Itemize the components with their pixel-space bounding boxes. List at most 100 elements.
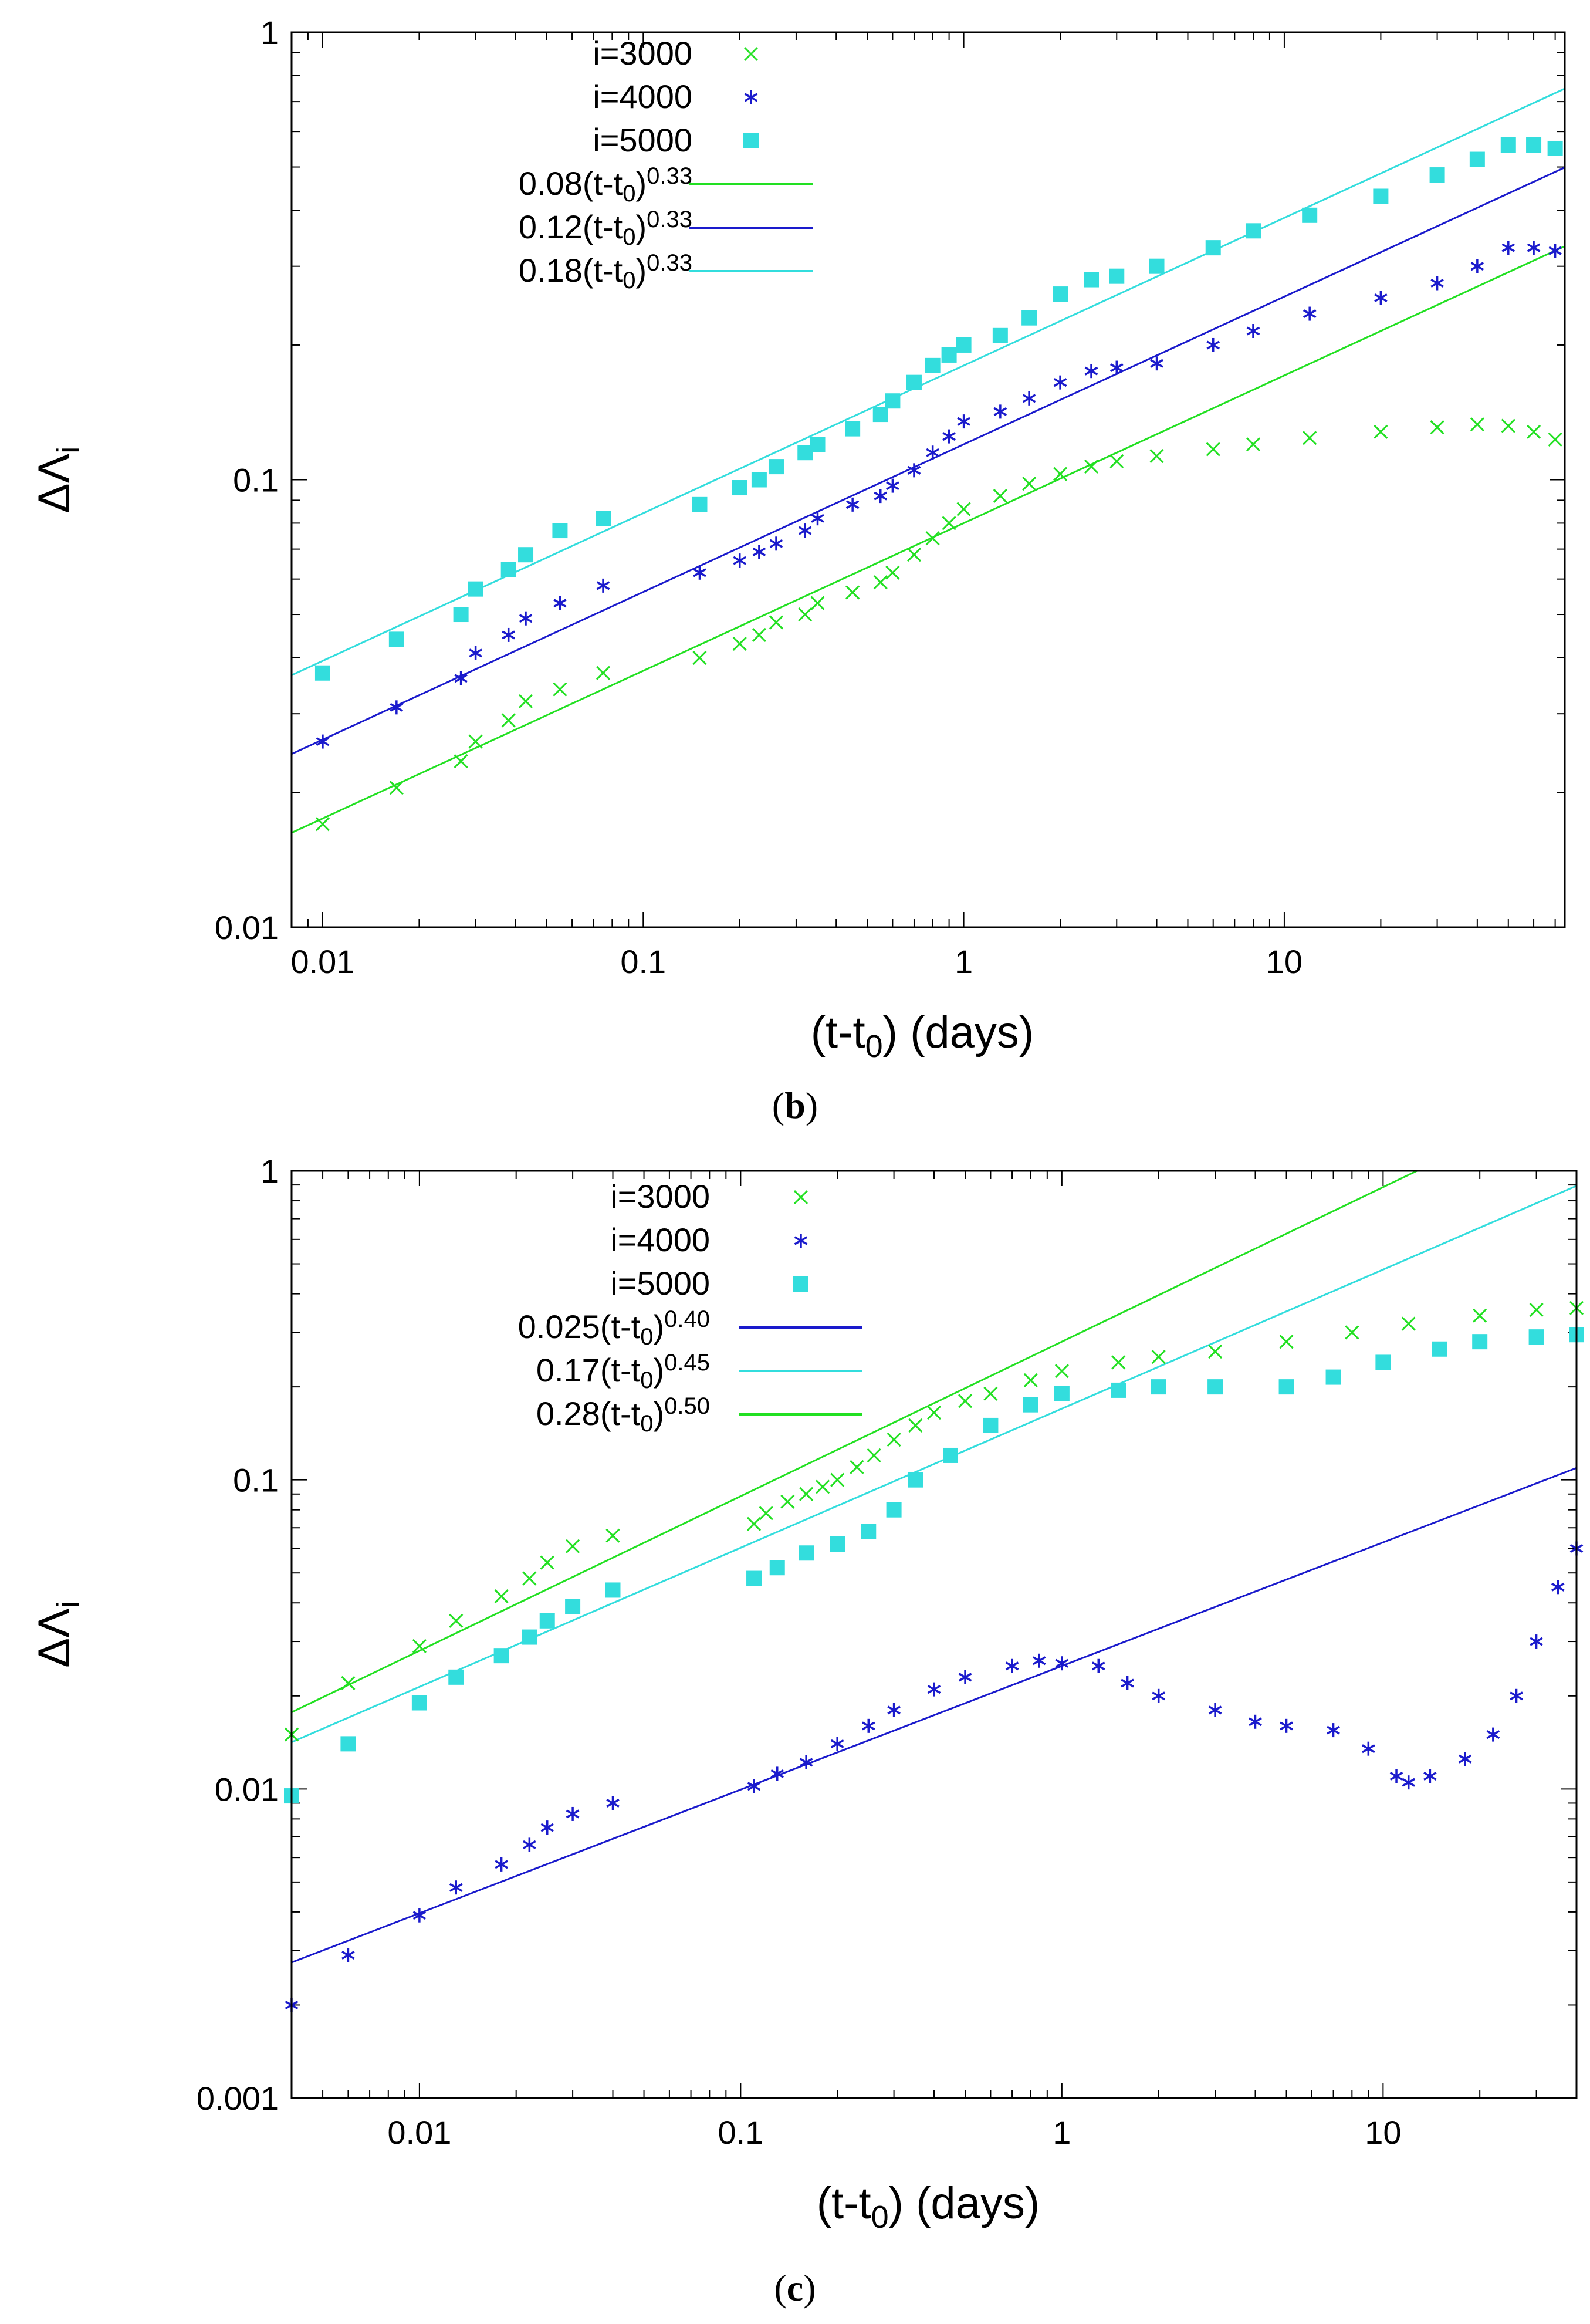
- x-tick-label: 10: [1266, 943, 1303, 980]
- data-point: [885, 565, 900, 580]
- data-point: [759, 1506, 773, 1521]
- data-point: [412, 1908, 427, 1923]
- series-i-3000: [315, 417, 1562, 832]
- data-point: [1470, 417, 1484, 432]
- x-tick-label: 1: [1053, 2114, 1071, 2151]
- data-point: [830, 1536, 845, 1552]
- x-tick-label: 0.1: [718, 2114, 763, 2151]
- data-point: [501, 713, 516, 728]
- data-point: [1054, 1386, 1070, 1401]
- data-point: [606, 1796, 620, 1810]
- data-point: [341, 1948, 355, 1962]
- x-axis-label: (t-t0) (days): [817, 2178, 1040, 2235]
- data-point: [732, 636, 747, 651]
- data-point: [1152, 1688, 1165, 1703]
- data-point: [1109, 454, 1124, 468]
- data-point: [1501, 418, 1515, 433]
- data-point: [596, 511, 611, 526]
- data-point: [830, 1472, 845, 1487]
- data-point: [1207, 1379, 1223, 1395]
- y-tick-label: 0.1: [233, 462, 279, 499]
- x-tick-label: 1: [955, 943, 973, 980]
- fit-line: [292, 1171, 1419, 1713]
- data-point: [906, 374, 922, 390]
- data-point: [993, 404, 1007, 419]
- y-tick-label: 0.1: [233, 1462, 279, 1499]
- data-point: [1374, 424, 1388, 439]
- data-point: [1054, 1364, 1069, 1379]
- data-point: [886, 1502, 902, 1518]
- data-point: [1472, 1334, 1488, 1350]
- data-point: [340, 1736, 356, 1752]
- data-point: [799, 1755, 813, 1769]
- series-i-4000: [316, 241, 1562, 749]
- data-point: [732, 480, 747, 496]
- data-point: [845, 585, 860, 600]
- legend-label: i=4000: [610, 1221, 710, 1258]
- data-point: [468, 734, 483, 749]
- data-point: [1345, 1325, 1359, 1340]
- data-point: [388, 631, 404, 647]
- data-point: [518, 547, 534, 563]
- data-point: [927, 1682, 941, 1697]
- data-point: [850, 1460, 864, 1474]
- data-point: [1486, 1727, 1500, 1742]
- data-point: [454, 754, 468, 769]
- fit-line: [292, 166, 1565, 755]
- y-tick-label: 1: [261, 14, 279, 51]
- data-point: [1429, 167, 1445, 183]
- data-point: [1303, 306, 1317, 321]
- data-point: [596, 578, 610, 593]
- legend-marker: [744, 90, 758, 104]
- data-point: [1151, 1379, 1166, 1395]
- data-point: [1325, 1369, 1341, 1385]
- data-point: [1111, 1382, 1126, 1398]
- chart-panel-b: 0.01 0.1 1 10 0.01 0.1 1 i=3000 i=4000 i=5000 0.08…: [29, 14, 1566, 1126]
- series-i-4000: [285, 1541, 1584, 2012]
- data-point: [1362, 1741, 1375, 1756]
- data-point: [1208, 1345, 1223, 1359]
- data-point: [1510, 1688, 1523, 1703]
- data-point: [907, 463, 921, 478]
- data-point: [1109, 268, 1125, 284]
- legend-label: 0.025(t-t0)0.40: [518, 1306, 710, 1350]
- data-point: [956, 502, 971, 516]
- data-point: [390, 700, 404, 715]
- data-point: [1084, 364, 1098, 379]
- data-point: [1205, 240, 1221, 256]
- data-point: [1527, 241, 1541, 255]
- data-point: [752, 545, 766, 559]
- data-point: [957, 414, 970, 429]
- data-point: [1280, 1718, 1293, 1733]
- data-point: [1302, 207, 1318, 223]
- data-point: [1109, 360, 1124, 375]
- x-tick-label: 0.1: [620, 943, 666, 980]
- data-point: [493, 1648, 509, 1664]
- data-point: [553, 596, 567, 610]
- legend: i=3000 i=4000 i=5000 0.08(t-t0)0.330.12(t-t…: [519, 35, 813, 293]
- data-point: [566, 1806, 580, 1821]
- panel-caption: (c): [774, 2267, 816, 2309]
- data-point: [906, 548, 922, 562]
- plot-frame: [290, 1170, 1578, 2099]
- data-point: [1149, 448, 1164, 464]
- x-tick-label: 0.01: [387, 2114, 451, 2151]
- data-point: [552, 523, 568, 539]
- data-point: [747, 1779, 761, 1793]
- legend-label: i=5000: [610, 1265, 710, 1302]
- data-point: [1150, 356, 1163, 371]
- data-point: [341, 1676, 356, 1691]
- data-point: [692, 650, 707, 665]
- data-point: [908, 1472, 923, 1488]
- data-point: [412, 1639, 427, 1653]
- data-point: [565, 1599, 581, 1614]
- data-point: [553, 682, 567, 697]
- data-point: [769, 536, 783, 551]
- fit-lines: [292, 1171, 1577, 1964]
- data-point: [454, 671, 468, 685]
- fit-line: [292, 1185, 1577, 1743]
- data-point: [389, 781, 404, 795]
- data-point: [799, 1487, 814, 1501]
- data-point: [845, 421, 861, 437]
